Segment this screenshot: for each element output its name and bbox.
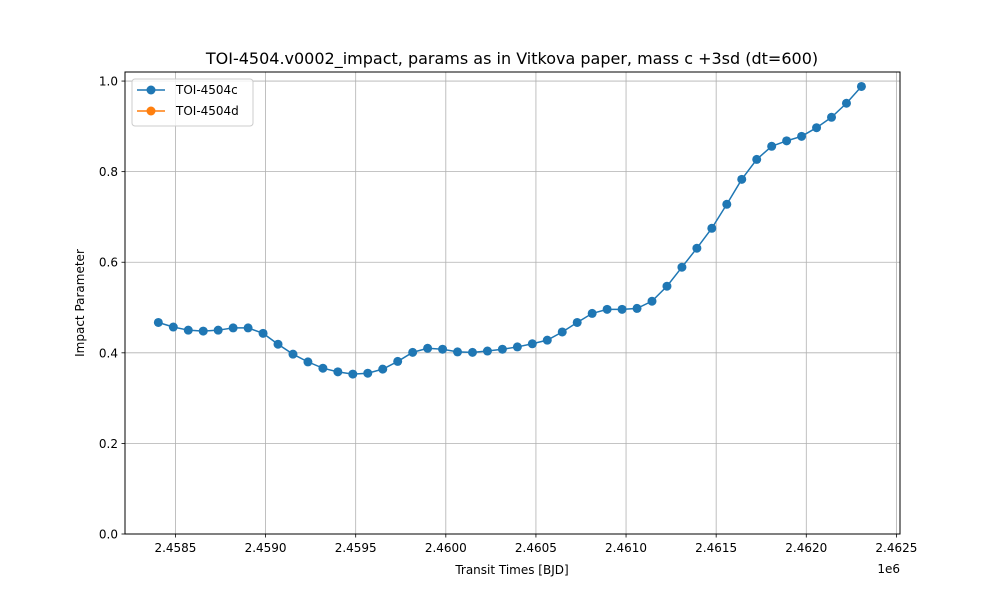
plot-series	[153, 81, 866, 379]
data-point-toi-4504c	[153, 317, 163, 327]
data-point-toi-4504c	[228, 323, 238, 333]
data-point-toi-4504c	[722, 199, 732, 209]
data-point-toi-4504c	[632, 303, 642, 313]
data-point-toi-4504c	[602, 304, 612, 314]
data-point-toi-4504c	[512, 342, 522, 352]
data-point-toi-4504c	[438, 344, 448, 354]
x-tick-label: 2.4610	[605, 541, 647, 555]
plot-area-frame	[124, 71, 901, 535]
data-point-toi-4504c	[841, 98, 851, 108]
data-point-toi-4504c	[497, 344, 507, 354]
data-point-toi-4504c	[243, 323, 253, 333]
data-point-toi-4504c	[378, 364, 388, 374]
data-point-toi-4504c	[482, 346, 492, 356]
x-tick-label: 2.4585	[154, 541, 196, 555]
data-point-toi-4504c	[557, 327, 567, 337]
x-axis-label: Transit Times [BJD]	[454, 563, 568, 577]
legend: TOI-4504c TOI-4504d	[131, 78, 254, 127]
data-point-toi-4504c	[198, 326, 208, 336]
data-point-toi-4504c	[467, 347, 477, 357]
y-tick-label: 0.4	[99, 346, 118, 360]
data-point-toi-4504c	[827, 112, 837, 122]
x-tick-label: 2.4595	[335, 541, 377, 555]
x-tick-label: 2.4600	[425, 541, 467, 555]
chart-title: TOI-4504.v0002_impact, params as in Vitk…	[205, 49, 818, 69]
data-point-toi-4504c	[453, 347, 463, 357]
y-axis-ticks: 0.0 0.2 0.4 0.6 0.8 1.0	[99, 75, 125, 542]
data-point-toi-4504c	[737, 174, 747, 184]
data-point-toi-4504c	[812, 123, 822, 133]
data-point-toi-4504c	[692, 243, 702, 253]
x-tick-label: 2.4620	[785, 541, 827, 555]
y-tick-label: 0.6	[99, 256, 118, 270]
data-point-toi-4504c	[856, 81, 866, 91]
data-point-toi-4504c	[333, 367, 343, 377]
data-point-toi-4504c	[288, 349, 298, 359]
data-point-toi-4504c	[677, 262, 687, 272]
data-point-toi-4504c	[213, 325, 223, 335]
x-tick-label: 2.4625	[875, 541, 917, 555]
x-tick-label: 2.4615	[695, 541, 737, 555]
y-tick-label: 1.0	[99, 75, 118, 89]
data-point-toi-4504c	[303, 357, 313, 367]
data-point-toi-4504c	[348, 369, 358, 379]
legend-marker-toi-4504c	[146, 85, 156, 95]
data-point-toi-4504c	[318, 363, 328, 373]
x-axis-offset-label: 1e6	[877, 562, 900, 576]
legend-label-toi-4504d: TOI-4504d	[175, 104, 239, 118]
y-tick-label: 0.0	[99, 528, 118, 542]
data-point-toi-4504c	[767, 141, 777, 151]
y-tick-label: 0.2	[99, 437, 118, 451]
x-axis-ticks: 2.4585 2.4590 2.4595 2.4600 2.4605 2.4610 2.46…	[154, 534, 917, 555]
legend-label-toi-4504c: TOI-4504c	[175, 83, 238, 97]
data-point-toi-4504c	[183, 325, 193, 335]
data-point-toi-4504c	[423, 343, 433, 353]
x-tick-label: 2.4605	[515, 541, 557, 555]
data-point-toi-4504c	[797, 131, 807, 141]
legend-marker-toi-4504d	[146, 106, 156, 116]
data-point-toi-4504c	[587, 308, 597, 318]
data-point-toi-4504c	[707, 223, 717, 233]
data-point-toi-4504c	[273, 339, 283, 349]
data-point-toi-4504c	[647, 296, 657, 306]
y-axis-label: Impact Parameter	[73, 249, 87, 357]
data-point-toi-4504c	[393, 356, 403, 366]
data-point-toi-4504c	[572, 317, 582, 327]
y-tick-label: 0.8	[99, 165, 118, 179]
data-point-toi-4504c	[617, 304, 627, 314]
data-point-toi-4504c	[752, 154, 762, 164]
x-tick-label: 2.4590	[245, 541, 287, 555]
data-point-toi-4504c	[258, 328, 268, 338]
data-point-toi-4504c	[662, 281, 672, 291]
data-point-toi-4504c	[168, 322, 178, 332]
data-point-toi-4504c	[363, 368, 373, 378]
data-point-toi-4504c	[527, 339, 537, 349]
data-point-toi-4504c	[408, 347, 418, 357]
data-point-toi-4504c	[542, 335, 552, 345]
data-point-toi-4504c	[782, 136, 792, 146]
